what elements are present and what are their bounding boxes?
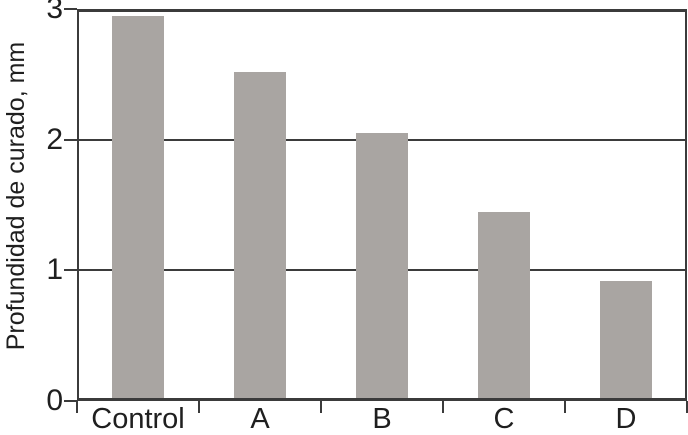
x-tick-2 — [320, 401, 322, 413]
x-axis: Control A B C D — [76, 401, 688, 435]
bar-control — [112, 15, 164, 401]
x-tick-3 — [442, 401, 444, 413]
y-axis-line — [77, 9, 79, 401]
x-label-d: D — [615, 403, 637, 435]
y-tick-1 — [64, 269, 77, 272]
y-tick-2 — [64, 138, 77, 141]
x-tick-5 — [686, 401, 688, 413]
y-tick-label-1: 1 — [46, 253, 63, 287]
y-tick-label-3: 3 — [46, 0, 63, 25]
y-axis: 0 1 2 3 — [0, 0, 77, 416]
x-label-b: B — [372, 403, 392, 435]
bar-a — [234, 71, 286, 401]
bar-b — [356, 133, 408, 401]
y-tick-3 — [64, 8, 77, 10]
x-label-a: A — [250, 403, 270, 435]
y-tick-label-2: 2 — [46, 122, 63, 156]
y-tick-label-0: 0 — [46, 384, 63, 417]
plot-frame-top — [77, 9, 687, 12]
x-tick-0 — [76, 401, 78, 413]
x-axis-line — [77, 398, 687, 401]
x-tick-4 — [564, 401, 566, 413]
plot-area — [77, 9, 687, 401]
bar-c — [478, 211, 530, 401]
x-label-control: Control — [91, 403, 185, 435]
bar-d — [600, 280, 652, 401]
x-tick-1 — [198, 401, 200, 413]
plot-frame-right — [685, 9, 687, 401]
y-tick-0 — [64, 400, 77, 402]
x-label-c: C — [493, 403, 515, 435]
